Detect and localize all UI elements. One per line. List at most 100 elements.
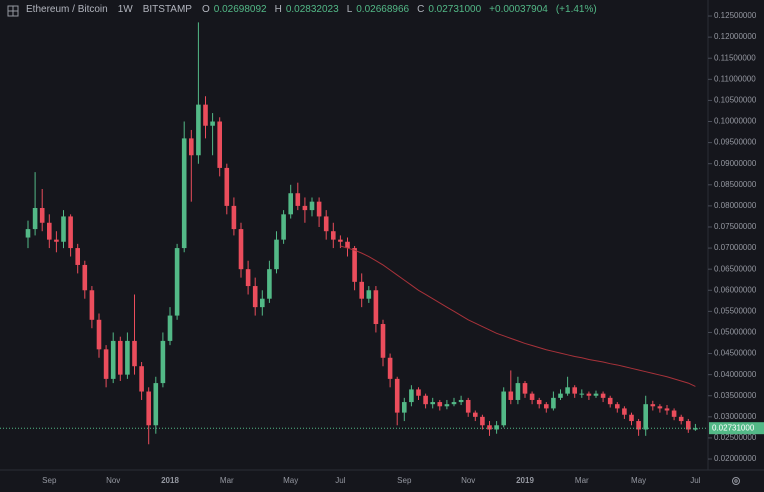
- candle-body: [210, 121, 215, 126]
- y-tick-label: 0.09000000: [714, 159, 757, 168]
- candle-body: [96, 319, 102, 350]
- last-price-box: [709, 422, 764, 435]
- y-tick-label: 0.07500000: [714, 222, 757, 231]
- open-label: O: [201, 4, 210, 15]
- candle-body: [558, 393, 563, 398]
- candle-body: [671, 410, 677, 417]
- candle-body: [281, 214, 286, 240]
- high-value: 0.02832023: [285, 4, 339, 15]
- candle-body: [139, 366, 144, 392]
- change: +0.00037904: [489, 4, 548, 15]
- y-tick-label: 0.03000000: [714, 412, 757, 421]
- y-tick-label: 0.06500000: [714, 264, 757, 273]
- candle-body: [32, 207, 38, 230]
- exchange[interactable]: BITSTAMP: [142, 4, 192, 15]
- candle-body: [118, 340, 123, 375]
- candle-body: [522, 383, 528, 394]
- candle-body: [338, 239, 343, 242]
- y-tick-label: 0.06000000: [714, 285, 757, 294]
- y-tick-label: 0.12000000: [714, 32, 757, 41]
- candle-body: [657, 406, 663, 409]
- candle-body: [153, 383, 159, 426]
- last-price-label: 0.02731000: [712, 423, 755, 432]
- candle-body: [465, 399, 471, 413]
- candle-body: [629, 414, 634, 422]
- y-tick-label: 0.10000000: [714, 117, 757, 126]
- candle-body: [572, 387, 577, 394]
- candle-body: [288, 193, 293, 215]
- candle-body: [54, 239, 59, 242]
- x-tick-label: Sep: [397, 476, 412, 485]
- candle-body: [132, 340, 137, 367]
- candle-body: [451, 402, 457, 405]
- candle-body: [174, 248, 180, 316]
- candle-body: [316, 201, 322, 217]
- candle-body: [231, 205, 237, 230]
- x-tick-label: May: [283, 476, 298, 485]
- x-tick-label: Jul: [335, 476, 345, 485]
- y-tick-label: 0.12500000: [714, 11, 757, 20]
- moving-average: [340, 245, 696, 387]
- interval[interactable]: 1W: [117, 4, 133, 15]
- candle-body: [125, 340, 130, 375]
- candle-body: [224, 167, 230, 206]
- candle-body: [238, 229, 244, 270]
- candle-body: [402, 402, 407, 413]
- candle-body: [203, 104, 208, 126]
- candle-body: [693, 428, 698, 430]
- layout-icon[interactable]: [7, 5, 19, 17]
- candle-body: [25, 229, 31, 238]
- y-tick-label: 0.02500000: [714, 433, 757, 442]
- candle-body: [643, 404, 648, 430]
- y-tick-label: 0.05500000: [714, 306, 757, 315]
- candle-body: [664, 408, 670, 411]
- low-value: 0.02668966: [356, 4, 410, 15]
- candle-body: [394, 378, 400, 413]
- open-value: 0.02698092: [213, 4, 267, 15]
- candle-body: [359, 281, 364, 299]
- candle-body: [252, 286, 258, 308]
- candle-body: [68, 216, 73, 249]
- y-tick-label: 0.11500000: [714, 53, 756, 62]
- candle-body: [607, 397, 613, 405]
- candle-body: [473, 412, 478, 417]
- candle-body: [295, 193, 301, 206]
- y-tick-label: 0.05000000: [714, 328, 757, 337]
- y-tick-label: 0.03500000: [714, 391, 757, 400]
- candle-body: [75, 248, 80, 265]
- candle-body: [373, 290, 379, 325]
- candle-body: [110, 340, 116, 379]
- candle-body: [551, 397, 556, 409]
- y-tick-label: 0.07000000: [714, 243, 757, 252]
- y-tick-label: 0.08500000: [714, 180, 757, 189]
- candle-body: [47, 222, 52, 240]
- x-tick-label: Mar: [220, 476, 234, 485]
- candle-body: [622, 408, 627, 415]
- candle-body: [458, 399, 464, 403]
- settings-icon[interactable]: [732, 477, 740, 485]
- symbol[interactable]: Ethereum / Bitcoin: [26, 4, 108, 15]
- y-tick-label: 0.08000000: [714, 201, 757, 210]
- candle-body: [678, 416, 684, 422]
- candle-body: [331, 231, 336, 240]
- candle-body: [487, 425, 492, 430]
- legend: Ethereum / Bitcoin 1W BITSTAMP O 0.026980…: [26, 4, 601, 15]
- candle-body: [217, 121, 222, 168]
- candle-body: [302, 205, 308, 211]
- low-label: L: [346, 4, 353, 15]
- candle-body: [423, 395, 428, 405]
- x-tick-label: Nov: [461, 476, 475, 485]
- x-tick-label: Sep: [42, 476, 57, 485]
- candle-body: [529, 393, 535, 400]
- candle-body: [650, 404, 656, 407]
- x-tick-label: Mar: [575, 476, 589, 485]
- candle-body: [167, 315, 173, 341]
- y-tick-label: 0.11000000: [714, 74, 756, 83]
- x-tick-label: Nov: [106, 476, 120, 485]
- candle-body: [366, 290, 372, 299]
- candle-body: [89, 290, 95, 320]
- candle-body: [480, 416, 485, 426]
- candle-body: [544, 404, 549, 409]
